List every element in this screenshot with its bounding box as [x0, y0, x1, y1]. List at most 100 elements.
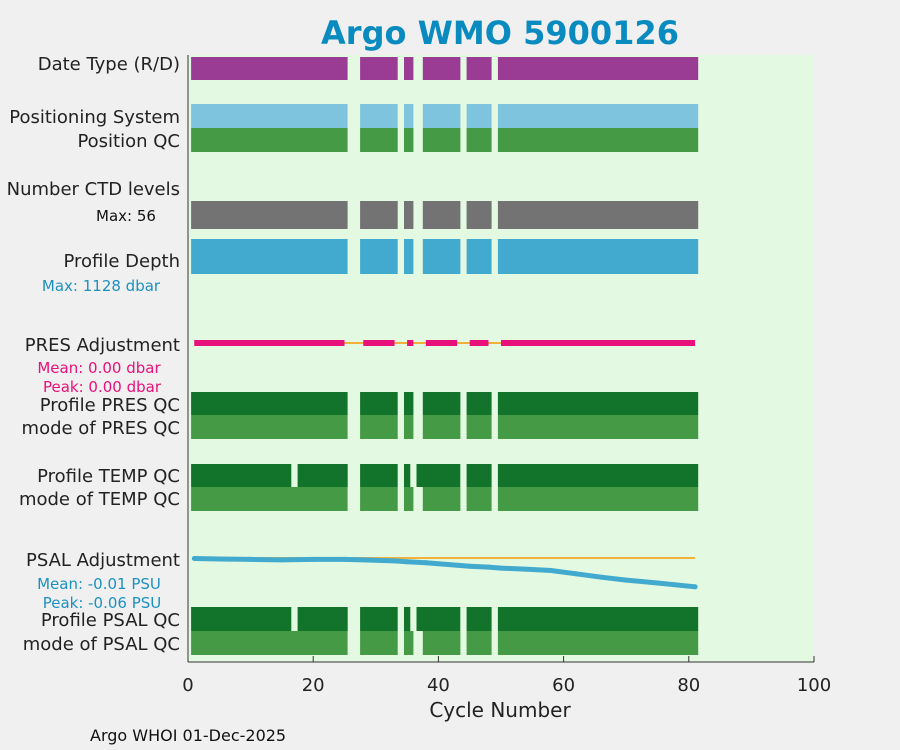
- annotation-pres-mean: Mean: 0.00 dbar: [37, 359, 161, 377]
- bar-profile-temp-qc-3: [404, 464, 411, 487]
- row-label-positioning-system: Positioning System: [9, 107, 180, 128]
- psal-adjustment-point: [498, 565, 504, 571]
- bar-profile-temp-qc-1: [297, 464, 348, 487]
- row-label-psal-adjustment: PSAL Adjustment: [26, 550, 180, 571]
- bar-position-qc-1: [360, 128, 398, 152]
- x-axis-label: Cycle Number: [429, 698, 571, 722]
- psal-adjustment-point: [360, 557, 366, 563]
- psal-adjustment-point: [548, 568, 554, 573]
- psal-adjustment-point: [529, 567, 535, 572]
- psal-adjustment-point: [655, 580, 660, 586]
- psal-adjustment-point: [692, 584, 698, 590]
- bar-mode-psal-qc-2: [404, 631, 414, 655]
- bar-mode-psal-qc-5: [497, 631, 699, 655]
- bar-mode-pres-qc-0: [191, 415, 348, 439]
- bar-profile-depth-5: [497, 239, 699, 274]
- bar-position-qc-4: [466, 128, 492, 152]
- x-tick-label: 0: [182, 675, 193, 696]
- psal-adjustment-point: [623, 577, 629, 583]
- psal-adjustment-point: [454, 562, 460, 568]
- bar-ctd-levels-1: [360, 201, 398, 229]
- bar-profile-psal-qc-2: [360, 607, 398, 631]
- bar-position-qc-0: [191, 128, 348, 152]
- bar-date-type-4: [466, 57, 492, 80]
- x-tick-label: 100: [797, 675, 831, 696]
- bar-mode-psal-qc-3: [422, 631, 461, 655]
- row-label-pres-adjustment: PRES Adjustment: [25, 335, 180, 356]
- psal-adjustment-point: [216, 556, 222, 562]
- bar-mode-temp-qc-2: [404, 487, 414, 511]
- bar-date-type-5: [497, 57, 699, 80]
- bar-profile-pres-qc-1: [360, 392, 398, 415]
- bar-mode-pres-qc-3: [422, 415, 461, 439]
- x-tick-label: 40: [427, 675, 450, 696]
- bar-profile-temp-qc-4: [416, 464, 461, 487]
- row-label-mode-pres-qc: mode of PRES QC: [22, 418, 180, 439]
- psal-adjustment-point: [248, 556, 254, 562]
- psal-adjustment-point: [191, 556, 197, 561]
- annotation-ctd-max: Max: 56: [96, 207, 156, 225]
- annotation-psal-peak: Peak: -0.06 PSU: [43, 594, 162, 612]
- bar-date-type-3: [422, 57, 461, 80]
- row-label-profile-depth: Profile Depth: [63, 251, 180, 272]
- bar-positioning-system-4: [466, 104, 492, 128]
- bar-profile-depth-2: [404, 239, 414, 274]
- footer-text: Argo WHOI 01-Dec-2025: [90, 726, 286, 745]
- row-label-profile-psal-qc: Profile PSAL QC: [41, 610, 180, 631]
- bar-ctd-levels-5: [497, 201, 699, 229]
- x-tick-label: 80: [677, 675, 700, 696]
- bar-profile-depth-3: [422, 239, 461, 274]
- psal-adjustment-point: [486, 564, 491, 570]
- bar-position-qc-5: [497, 128, 699, 152]
- psal-adjustment-point: [423, 560, 429, 566]
- bar-profile-pres-qc-4: [466, 392, 492, 415]
- psal-adjustment-point: [404, 559, 410, 565]
- row-label-date-type: Date Type (R/D): [38, 54, 180, 75]
- bar-profile-depth-0: [191, 239, 348, 274]
- bar-mode-psal-qc-0: [191, 631, 348, 655]
- bar-profile-psal-qc-3: [404, 607, 411, 631]
- bar-ctd-levels-4: [466, 201, 492, 229]
- bar-profile-temp-qc-5: [466, 464, 492, 487]
- bar-profile-psal-qc-4: [416, 607, 461, 631]
- bar-profile-pres-qc-3: [422, 392, 461, 415]
- bar-mode-temp-qc-1: [360, 487, 398, 511]
- psal-adjustment-point: [392, 558, 398, 564]
- bar-profile-temp-qc-0: [191, 464, 292, 487]
- bar-profile-psal-qc-1: [297, 607, 348, 631]
- bar-mode-temp-qc-3: [422, 487, 461, 511]
- annotation-psal-mean: Mean: -0.01 PSU: [37, 575, 161, 593]
- psal-adjustment-point: [342, 556, 347, 562]
- psal-adjustment-point: [279, 557, 285, 563]
- row-label-number-ctd-levels: Number CTD levels: [7, 179, 180, 200]
- bar-ctd-levels-3: [422, 201, 461, 229]
- bar-profile-psal-qc-5: [466, 607, 492, 631]
- psal-adjustment-point: [310, 556, 316, 562]
- row-label-profile-temp-qc: Profile TEMP QC: [37, 466, 180, 487]
- bar-positioning-system-3: [422, 104, 461, 128]
- bar-profile-pres-qc-0: [191, 392, 348, 415]
- x-tick-label: 20: [302, 675, 325, 696]
- bar-mode-temp-qc-5: [497, 487, 699, 511]
- bar-ctd-levels-2: [404, 201, 414, 229]
- bar-profile-temp-qc-2: [360, 464, 398, 487]
- bar-positioning-system-5: [497, 104, 699, 128]
- bar-profile-depth-1: [360, 239, 398, 274]
- bar-mode-pres-qc-5: [497, 415, 699, 439]
- bar-profile-pres-qc-5: [497, 392, 699, 415]
- bar-mode-pres-qc-1: [360, 415, 398, 439]
- row-label-mode-psal-qc: mode of PSAL QC: [23, 634, 180, 655]
- bar-positioning-system-1: [360, 104, 398, 128]
- bar-mode-temp-qc-4: [466, 487, 492, 511]
- annotation-pres-peak: Peak: 0.00 dbar: [43, 378, 162, 396]
- bar-ctd-levels-0: [191, 201, 348, 229]
- bar-date-type-1: [360, 57, 398, 80]
- bar-date-type-2: [404, 57, 414, 80]
- chart-title: Argo WMO 5900126: [321, 14, 679, 52]
- bar-mode-temp-qc-0: [191, 487, 348, 511]
- row-label-position-qc: Position QC: [77, 131, 180, 152]
- bar-position-qc-2: [404, 128, 414, 152]
- bar-profile-pres-qc-2: [404, 392, 414, 415]
- bar-position-qc-3: [422, 128, 461, 152]
